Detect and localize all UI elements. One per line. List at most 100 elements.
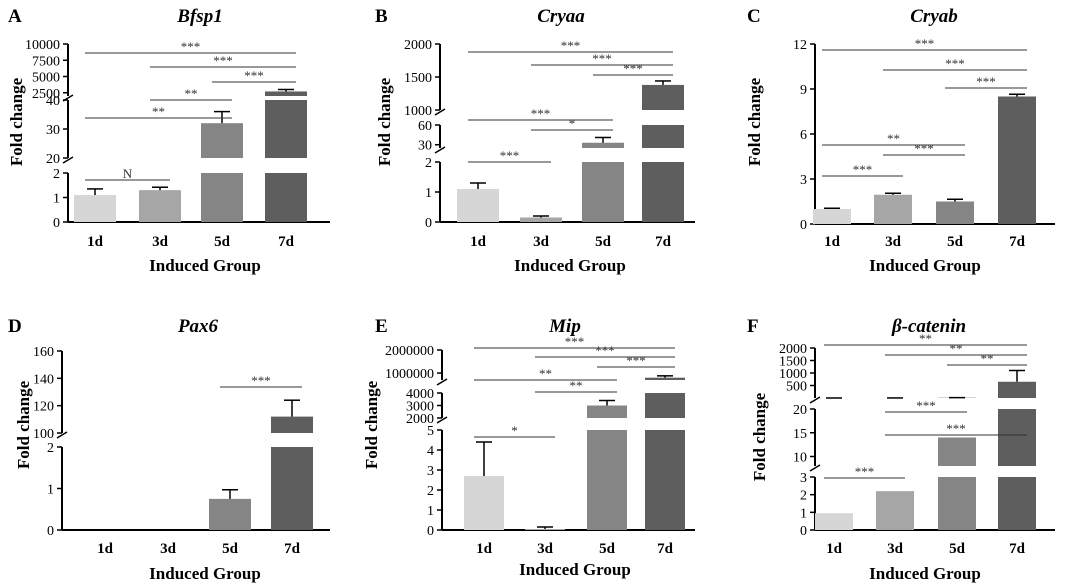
bar-3d bbox=[139, 190, 181, 222]
chart-title: Cryab bbox=[910, 6, 958, 27]
bar-7d bbox=[998, 96, 1036, 224]
bar-7d bbox=[645, 430, 685, 530]
bar-5d bbox=[209, 498, 251, 530]
y-tick-label: 2000 bbox=[406, 412, 434, 427]
significance-label: *** bbox=[626, 353, 646, 368]
y-tick-label: 4000 bbox=[406, 387, 434, 402]
y-tick-label: 6 bbox=[800, 128, 807, 143]
x-tick-label: 7d bbox=[1009, 541, 1026, 557]
y-tick-label: 9 bbox=[800, 83, 807, 98]
bar-1d bbox=[74, 195, 116, 222]
significance-label: *** bbox=[181, 39, 201, 54]
bar-5d bbox=[582, 142, 624, 148]
y-tick-label: 160 bbox=[33, 345, 54, 360]
x-tick-label: 1d bbox=[476, 541, 493, 557]
significance-label: ** bbox=[919, 331, 932, 346]
axis-break bbox=[62, 156, 74, 164]
y-tick-label: 5 bbox=[427, 424, 434, 439]
significance-label: * bbox=[569, 116, 576, 131]
bar-5d bbox=[582, 162, 624, 222]
significance-label: *** bbox=[623, 61, 643, 76]
y-axis-label: Fold change bbox=[745, 77, 764, 166]
bar-5d bbox=[938, 477, 976, 530]
axis-break bbox=[809, 396, 821, 404]
significance-label: ** bbox=[981, 351, 994, 366]
significance-label: *** bbox=[244, 68, 264, 83]
bar-7d bbox=[645, 377, 685, 380]
axis-break bbox=[436, 378, 448, 386]
y-tick-label: 500 bbox=[786, 380, 807, 395]
axis-break bbox=[62, 94, 74, 102]
bar-7d bbox=[642, 162, 684, 222]
bar-1d bbox=[457, 189, 499, 222]
y-tick-label: 0 bbox=[800, 524, 807, 539]
significance-label: *** bbox=[561, 38, 581, 53]
significance-label: *** bbox=[946, 421, 966, 436]
significance-label: *** bbox=[500, 148, 520, 163]
y-tick-label: 12 bbox=[793, 38, 807, 53]
axis-break bbox=[434, 146, 446, 154]
x-axis-label: Induced Group bbox=[869, 564, 981, 583]
y-tick-label: 10000 bbox=[25, 38, 60, 53]
y-tick-label: 5000 bbox=[32, 71, 60, 86]
y-tick-label: 120 bbox=[33, 400, 54, 415]
bar-7d bbox=[998, 477, 1036, 530]
y-tick-label: 1000 bbox=[404, 104, 432, 119]
chart-title: Cryaa bbox=[537, 6, 585, 27]
chart-title: Pax6 bbox=[177, 316, 219, 337]
significance-label: *** bbox=[855, 464, 875, 479]
bar-5d bbox=[938, 437, 976, 466]
panel-letter: B bbox=[375, 6, 388, 27]
bar-5d bbox=[201, 173, 243, 222]
bar-1d bbox=[813, 209, 851, 224]
bar-7d bbox=[998, 381, 1036, 398]
y-axis-label: Fold change bbox=[362, 380, 381, 469]
y-tick-label: 2 bbox=[427, 484, 434, 499]
chart-title: Mip bbox=[548, 316, 581, 337]
bar-3d bbox=[520, 217, 562, 222]
y-tick-label: 20 bbox=[46, 152, 60, 167]
x-tick-label: 7d bbox=[1009, 234, 1026, 250]
panel-c: C Cryab Fold change Induced Group 0 3 6 9 12 1d 3d… bbox=[745, 6, 1055, 275]
y-tick-label: 10 bbox=[793, 451, 807, 466]
x-tick-label: 5d bbox=[947, 234, 964, 250]
x-axis-label: Induced Group bbox=[869, 256, 981, 275]
y-tick-label: 1000000 bbox=[385, 367, 434, 382]
significance-label: *** bbox=[853, 162, 873, 177]
y-tick-label: 0 bbox=[800, 218, 807, 233]
y-tick-label: 2000 bbox=[404, 38, 432, 53]
axis-break bbox=[434, 108, 446, 116]
x-tick-label: 5d bbox=[222, 541, 239, 557]
y-tick-label: 2000 bbox=[779, 342, 807, 357]
x-tick-label: 5d bbox=[949, 541, 966, 557]
x-axis-label: Induced Group bbox=[149, 256, 261, 275]
y-tick-label: 3 bbox=[800, 471, 807, 486]
y-tick-label: 7500 bbox=[32, 54, 60, 69]
significance-label: *** bbox=[595, 343, 615, 358]
x-tick-label: 1d bbox=[826, 541, 843, 557]
bar-7d bbox=[271, 416, 313, 433]
panel-b: B Cryaa Fold change Induced Group 0 1 2 30 60100… bbox=[375, 6, 695, 275]
x-tick-label: 5d bbox=[214, 234, 231, 250]
x-axis-label: Induced Group bbox=[519, 560, 631, 579]
bar-7d bbox=[271, 447, 313, 530]
bar-3d bbox=[876, 491, 914, 530]
panel-letter: A bbox=[8, 6, 22, 27]
bar-7d bbox=[642, 125, 684, 148]
y-tick-label: 1500 bbox=[404, 71, 432, 86]
x-tick-label: 3d bbox=[537, 541, 554, 557]
y-tick-label: 3 bbox=[427, 464, 434, 479]
significance-label: *** bbox=[565, 334, 585, 349]
axis-break bbox=[809, 464, 821, 472]
panel-a: A Bfsp1 Fold change Induced Group 0 1 220 30 402… bbox=[7, 6, 330, 275]
y-axis-label: Fold change bbox=[750, 392, 769, 481]
x-tick-label: 1d bbox=[97, 541, 114, 557]
y-tick-label: 40 bbox=[46, 94, 60, 109]
significance-label: ** bbox=[887, 131, 900, 146]
x-tick-label: 3d bbox=[885, 234, 902, 250]
x-tick-label: 7d bbox=[278, 234, 295, 250]
significance-label: ** bbox=[570, 378, 583, 393]
significance-label: *** bbox=[592, 51, 612, 66]
y-tick-label: 1000 bbox=[779, 367, 807, 382]
